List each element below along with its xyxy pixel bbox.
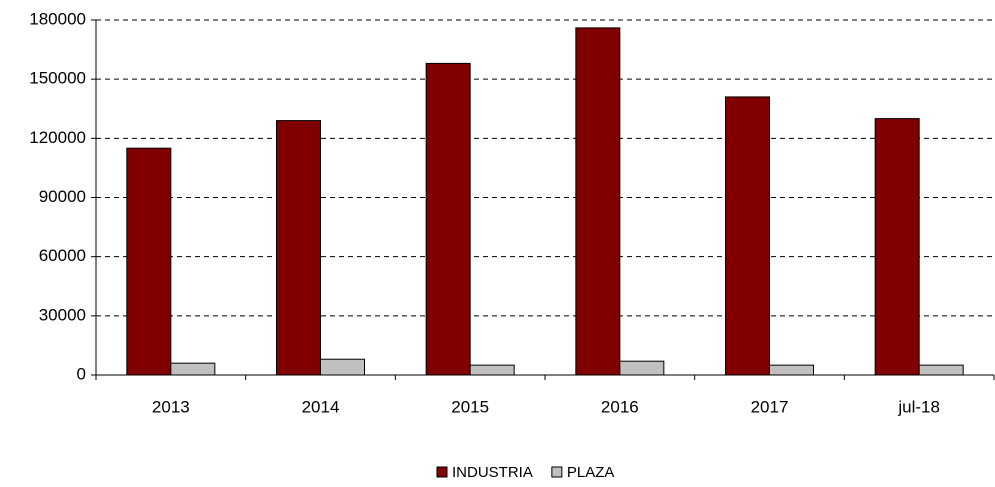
legend: INDUSTRIA PLAZA: [436, 464, 615, 481]
x-tick-label: 2014: [302, 397, 340, 416]
x-tick-label: 2016: [601, 397, 639, 416]
bar: [320, 358, 365, 376]
y-tick-label: 90000: [39, 187, 86, 206]
bar: [425, 62, 471, 376]
bar: [276, 120, 321, 376]
bar: [575, 27, 621, 376]
legend-swatch: [436, 466, 448, 478]
legend-swatch: [551, 466, 563, 478]
bar: [619, 360, 665, 376]
bar: [874, 118, 920, 376]
bar: [725, 96, 770, 376]
y-tick-label: 0: [77, 364, 86, 383]
bar: [126, 147, 172, 376]
x-tick-label: 2013: [152, 397, 190, 416]
y-tick-label: 60000: [39, 246, 86, 265]
y-tick-label: 180000: [29, 9, 86, 28]
legend-label: INDUSTRIA: [452, 464, 533, 481]
x-tick-label: 2015: [451, 397, 489, 416]
bar: [918, 364, 964, 376]
legend-label: PLAZA: [567, 464, 615, 481]
x-tick-label: jul-18: [897, 397, 940, 416]
bar: [170, 362, 216, 376]
bar: [769, 364, 814, 376]
bar: [469, 364, 515, 376]
x-tick-label: 2017: [751, 397, 789, 416]
y-tick-label: 150000: [29, 69, 86, 88]
y-tick-label: 30000: [39, 305, 86, 324]
y-tick-label: 120000: [29, 128, 86, 147]
